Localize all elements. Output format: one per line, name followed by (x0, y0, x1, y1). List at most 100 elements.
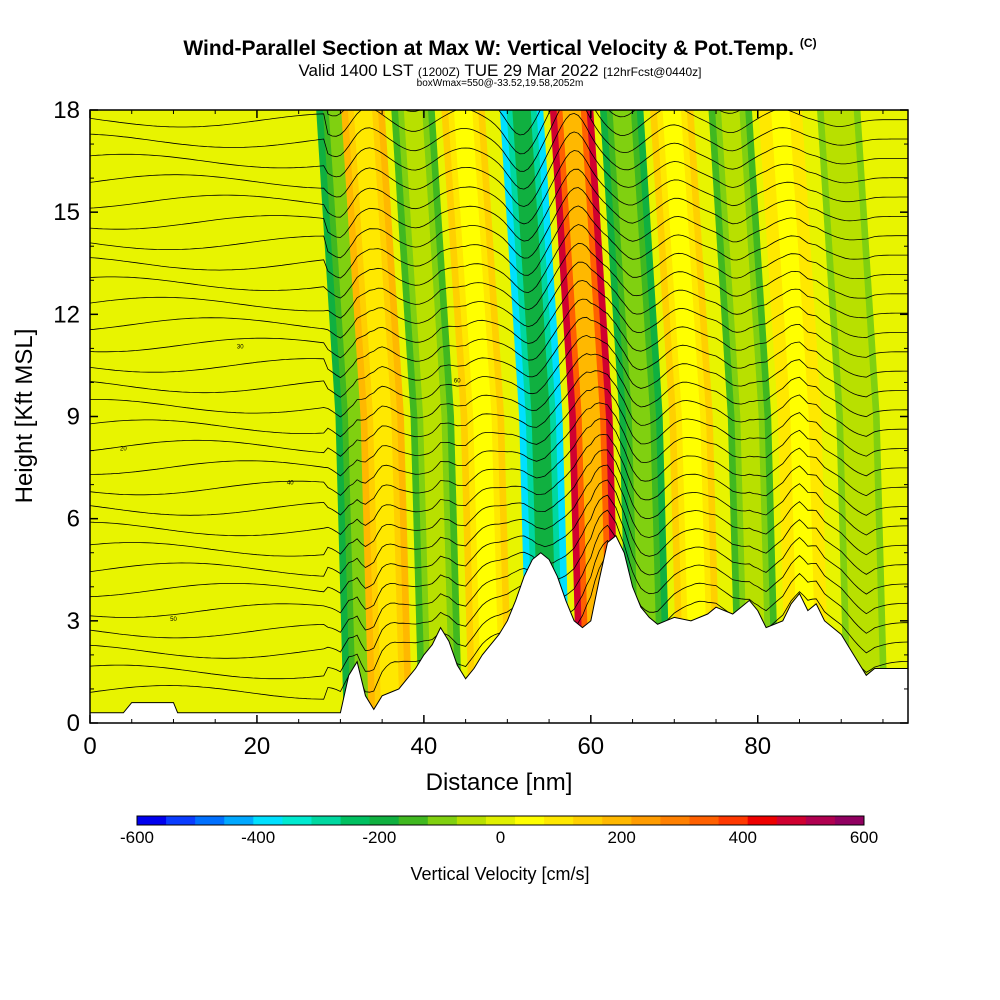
colorbar-tick-label: 0 (495, 828, 506, 847)
theta-contour (90, 280, 908, 359)
colorbar-tick-label: 200 (607, 828, 636, 847)
colorbar-swatch (631, 816, 661, 825)
theta-contour (90, 168, 908, 242)
colorbar-tick-label: 400 (728, 828, 758, 847)
x-tick-label: 40 (411, 733, 438, 760)
colorbar-swatch (137, 816, 167, 825)
theta-contour (90, 242, 908, 319)
terrain-mask (90, 534, 908, 723)
y-tick-label: 9 (67, 404, 80, 431)
theta-contour (90, 224, 908, 299)
colorbar-swatch (602, 816, 632, 825)
theta-contour (90, 131, 908, 207)
subtitle-date: TUE 29 Mar 2022 (464, 61, 599, 80)
x-tick-label: 80 (744, 733, 771, 760)
theta-contour (90, 334, 908, 418)
colorbar-swatch (224, 816, 254, 825)
theta-contour (90, 418, 908, 516)
theta-contour (90, 494, 908, 618)
colorbar-tick-label: -400 (241, 828, 276, 847)
y-tick-label: 15 (53, 199, 80, 226)
colorbar-swatch (311, 816, 342, 825)
x-tick-label: 20 (244, 733, 271, 760)
y-tick-label: 3 (67, 608, 80, 635)
colorbar-swatch (282, 816, 312, 825)
y-tick-label: 0 (67, 710, 80, 737)
theta-label: 40 (287, 481, 294, 487)
x-axis-label: Distance [nm] (426, 769, 573, 796)
theta-contour (90, 479, 908, 598)
y-tick-label: 6 (67, 506, 80, 533)
theta-contour (90, 434, 908, 537)
colorbar-swatch (805, 816, 836, 825)
theta-label: 20 (120, 447, 127, 453)
theta-contour (90, 353, 908, 438)
velocity-band (721, 110, 767, 723)
colorbar-tick-label: -200 (362, 828, 397, 847)
theta-label: 30 (237, 344, 244, 350)
theta-contours: 20 30 40 50 60 (90, 110, 908, 700)
y-axis-label: Height [Kft MSL] (11, 329, 38, 504)
chart-title-tag: (C) (799, 36, 817, 50)
y-tick-label: 18 (53, 97, 80, 124)
theta-contour (90, 261, 908, 339)
theta-label: 50 (170, 617, 177, 623)
x-axis: 0 20 40 60 80 (83, 110, 884, 760)
chart-subtitle-small: boxWmax=550@-33.52,19.58,2052m (416, 78, 584, 89)
y-tick-label: 12 (53, 301, 80, 328)
colorbar-tick-label: -600 (119, 828, 155, 847)
theta-contour (90, 150, 908, 225)
colorbar-swatch (166, 816, 196, 825)
theta-contour (90, 449, 908, 557)
x-tick-label: 0 (83, 733, 96, 760)
colorbar-title: Vertical Velocity [cm/s] (410, 864, 590, 884)
subtitle-forecast: [12hrFcst@0440z] (603, 65, 702, 79)
subtitle-zulu: (1200Z) (417, 65, 460, 79)
theta-contour (90, 187, 908, 259)
colorbar-swatch (456, 816, 487, 825)
velocity-band (328, 110, 375, 723)
colorbar-swatch (253, 816, 283, 825)
theta-contour (90, 110, 908, 155)
theta-label: 60 (454, 378, 461, 384)
colorbar-swatch (340, 816, 371, 825)
theta-contour (90, 370, 908, 457)
theta-contour (90, 112, 908, 190)
velocity-band (353, 110, 400, 723)
colorbar-swatch (515, 816, 545, 825)
velocity-band (562, 110, 609, 723)
velocity-band (771, 110, 818, 723)
colorbar-swatch (195, 816, 225, 825)
theta-contour (90, 298, 908, 379)
colorbar-swatch (427, 816, 458, 825)
colorbar-swatch (747, 816, 778, 825)
colorbar-swatch (369, 816, 400, 825)
colorbar (136, 815, 865, 826)
colorbar-swatch (718, 816, 749, 825)
colorbar-swatch (689, 816, 720, 825)
colorbar-swatch (660, 816, 691, 825)
colorbar-swatch (485, 816, 516, 825)
colorbar-swatch (573, 816, 603, 825)
chart-title-text: Wind-Parallel Section at Max W: Vertical… (183, 37, 794, 60)
subtitle-valid: Valid 1400 LST (298, 61, 414, 80)
y-axis: 0 3 6 9 12 15 18 (53, 97, 908, 737)
velocity-band (662, 110, 709, 723)
velocity-band (612, 110, 659, 723)
theta-contour (90, 110, 908, 172)
theta-contour (90, 524, 908, 659)
velocity-band (829, 110, 876, 723)
colorbar-swatch (544, 816, 574, 825)
chart-subtitle: Valid 1400 LST (1200Z) TUE 29 Mar 2022 [… (0, 61, 1000, 81)
colorbar-swatch (834, 816, 865, 825)
theta-contour (90, 509, 908, 639)
theta-contour (90, 402, 908, 496)
chart-title: Wind-Parallel Section at Max W: Vertical… (0, 36, 1000, 61)
colorbar-swatch (776, 816, 807, 825)
theta-contour (90, 316, 908, 398)
theta-contour (90, 464, 908, 577)
x-tick-label: 60 (577, 733, 604, 760)
theta-contour (90, 386, 908, 477)
colorbar-swatch (398, 816, 429, 825)
